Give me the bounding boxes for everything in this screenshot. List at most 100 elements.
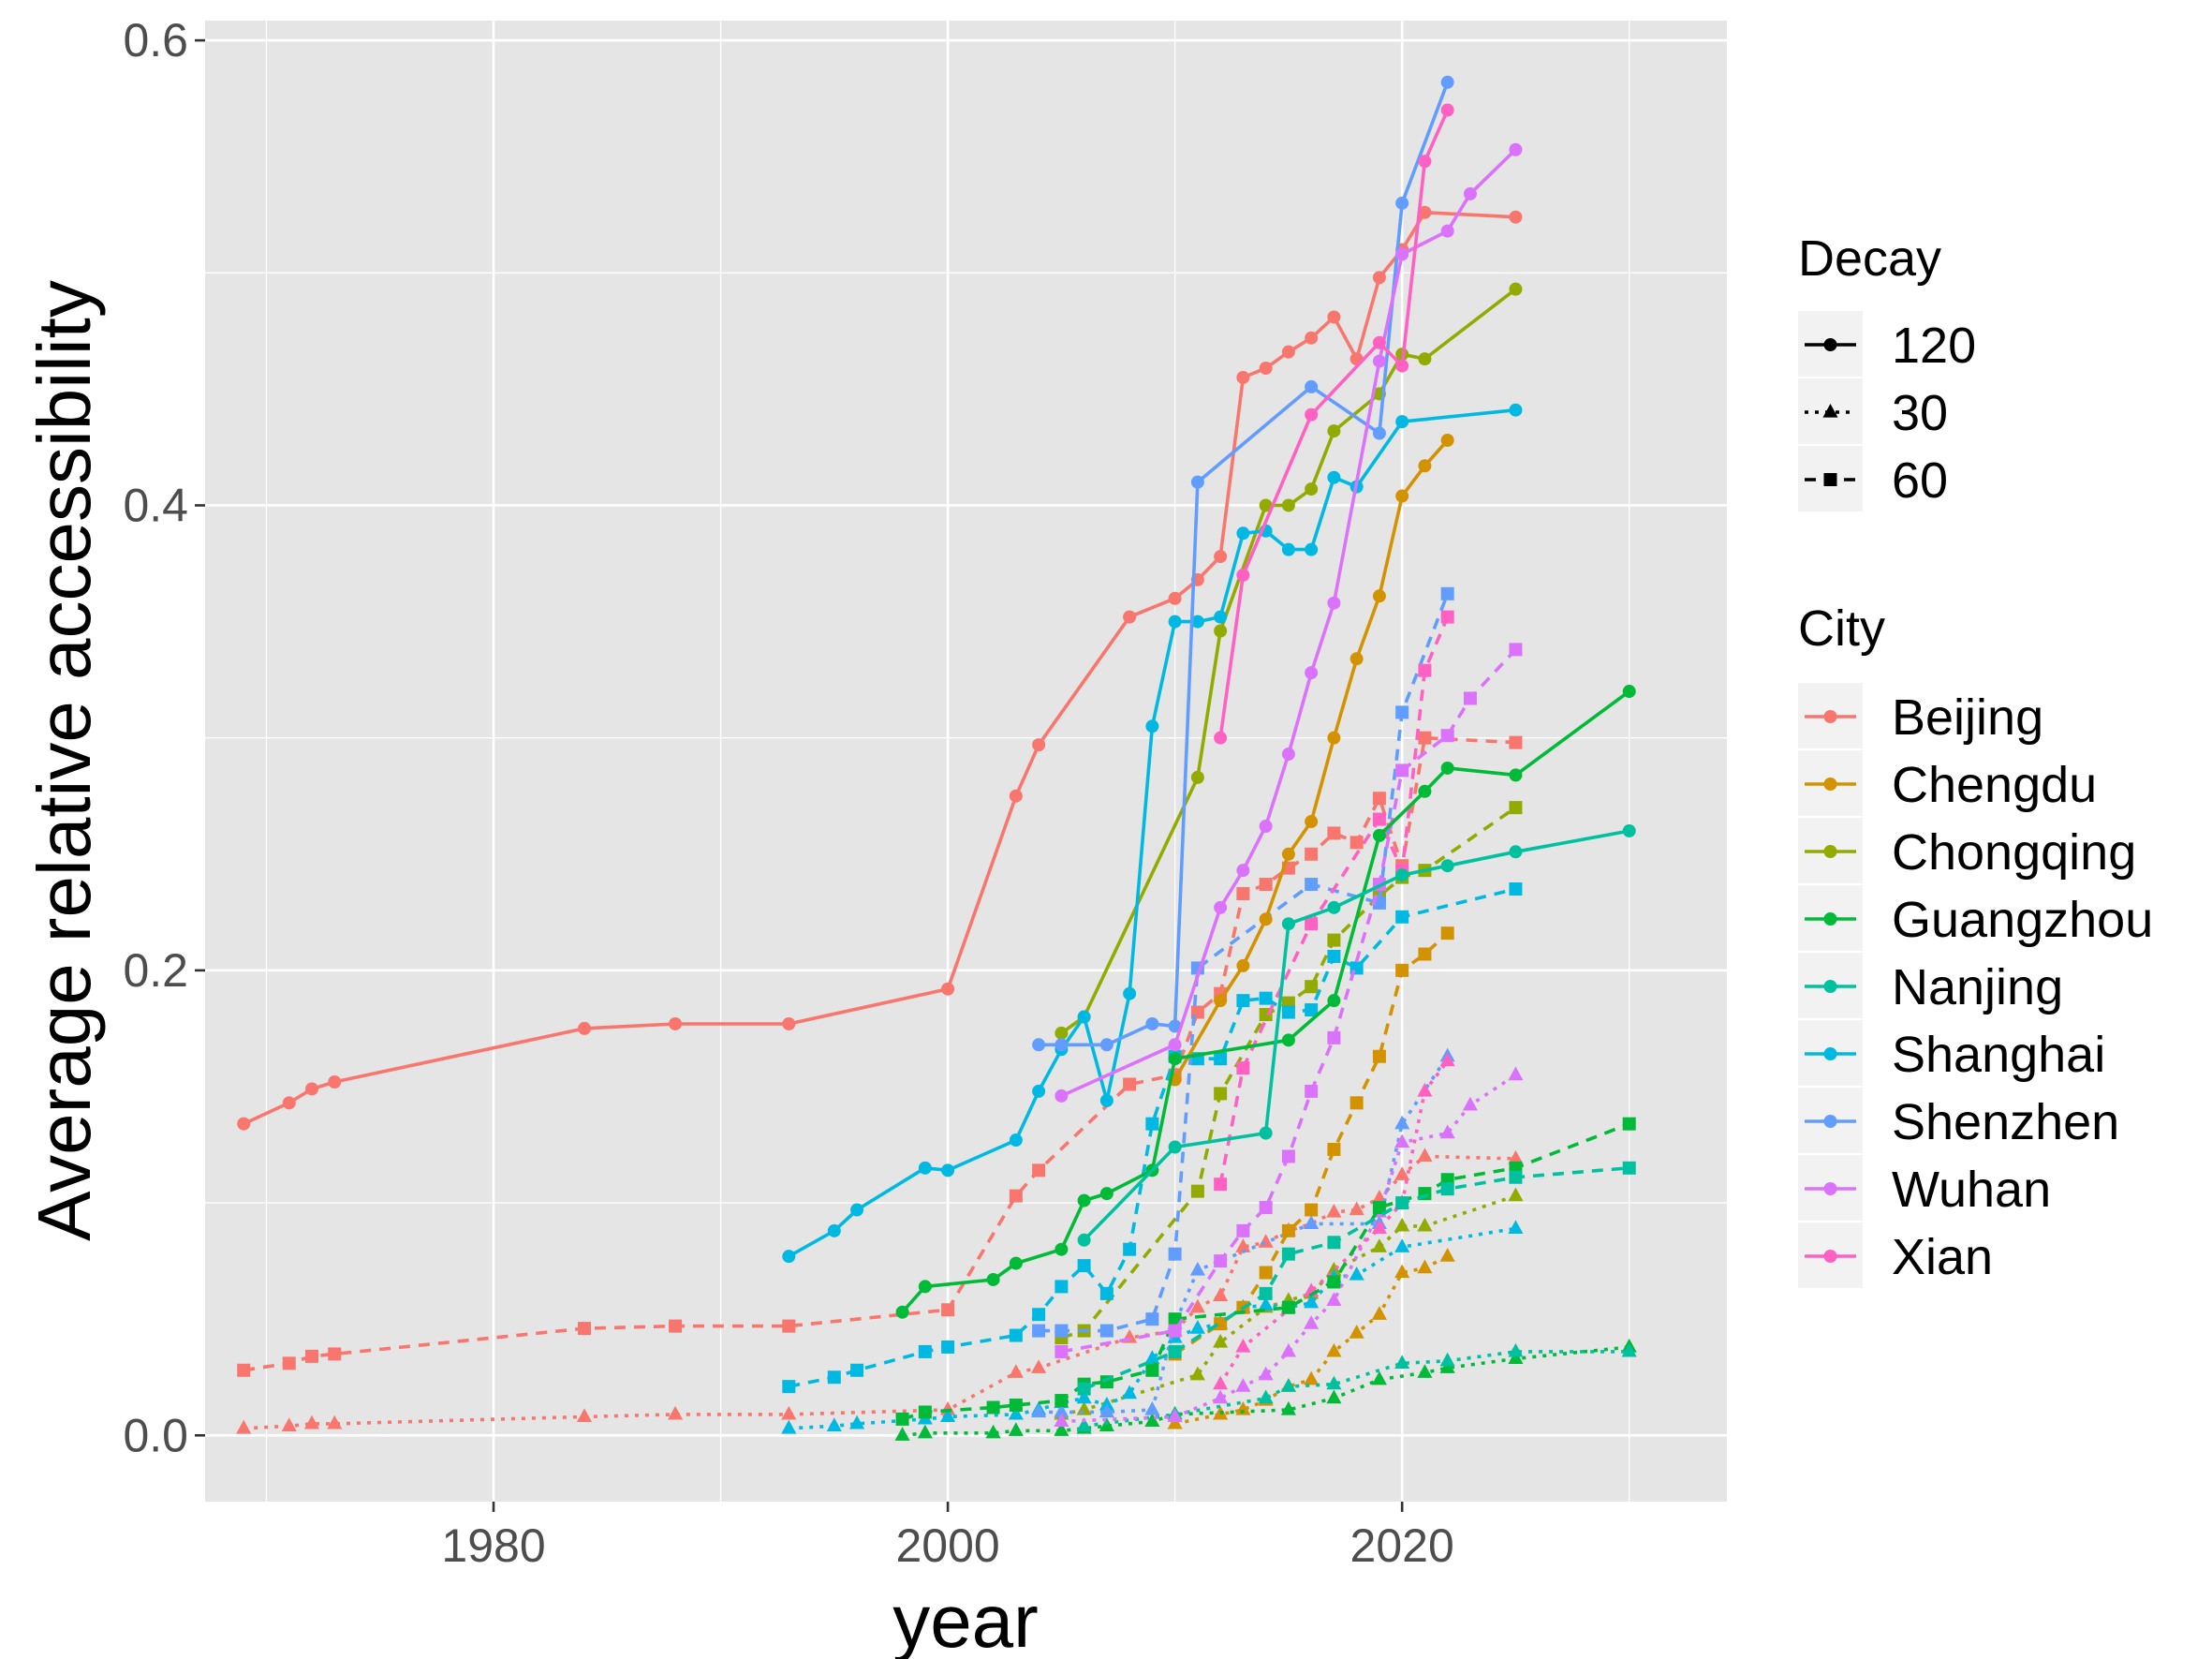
data-point — [1395, 359, 1409, 373]
data-point — [1327, 424, 1341, 438]
data-point — [1281, 1033, 1295, 1047]
data-point — [1189, 1366, 1205, 1381]
data-point — [1259, 878, 1273, 892]
data-point — [1509, 882, 1523, 896]
legend-label: Shenzhen — [1892, 1094, 2119, 1150]
data-point — [1054, 1038, 1069, 1052]
data-point — [941, 1163, 955, 1178]
data-point — [328, 1075, 342, 1089]
data-point — [1372, 828, 1386, 842]
data-point — [1305, 1084, 1319, 1098]
series-shenzhen-decay-60 — [1032, 586, 1454, 1338]
series-shenzhen-decay-120 — [1032, 75, 1454, 1052]
series-line — [243, 735, 1516, 1372]
series-wuhan-decay-120 — [1054, 142, 1523, 1103]
data-point — [1259, 498, 1273, 512]
data-point — [827, 1223, 841, 1237]
data-point — [1304, 1215, 1320, 1230]
legend-marker — [1823, 980, 1837, 993]
data-point — [1305, 1003, 1319, 1017]
data-point — [1032, 1308, 1046, 1322]
data-point — [1371, 1220, 1387, 1235]
data-point — [1395, 489, 1409, 503]
data-point — [1054, 1242, 1069, 1256]
legend-label: Nanjing — [1892, 959, 2063, 1015]
data-point — [237, 1117, 251, 1131]
legend-marker — [1823, 710, 1837, 723]
data-point — [1236, 1223, 1250, 1237]
data-point — [1418, 459, 1432, 473]
data-point — [1327, 1030, 1341, 1044]
data-point — [1168, 1038, 1182, 1052]
data-point — [1054, 1089, 1069, 1103]
data-point — [1326, 1342, 1342, 1357]
data-point — [1099, 1324, 1113, 1338]
data-point — [1326, 1375, 1342, 1390]
data-point — [1281, 542, 1295, 556]
data-point — [1032, 1324, 1046, 1338]
y-tick-label: 0.6 — [123, 14, 188, 67]
data-point — [1326, 1292, 1342, 1306]
data-point — [1304, 1370, 1320, 1385]
data-point — [1418, 155, 1432, 169]
data-point — [1394, 1264, 1410, 1279]
data-point — [1214, 1087, 1228, 1101]
data-point — [1371, 1306, 1387, 1320]
series-chengdu-decay-30 — [1167, 1248, 1455, 1429]
data-point — [1394, 1166, 1410, 1180]
data-point — [1189, 1320, 1205, 1334]
data-point — [1214, 900, 1228, 914]
data-point — [1214, 1317, 1228, 1331]
data-point — [1509, 403, 1523, 417]
data-point — [827, 1370, 841, 1385]
x-tick-label: 2020 — [1350, 1519, 1454, 1572]
data-point — [1235, 1378, 1251, 1392]
data-point — [1054, 1394, 1069, 1408]
data-point — [1440, 729, 1454, 743]
data-point — [1394, 1133, 1410, 1148]
data-point — [1463, 186, 1477, 200]
data-point — [1054, 1422, 1069, 1436]
data-point — [282, 1096, 296, 1110]
data-point — [668, 1405, 684, 1420]
data-point — [1054, 1413, 1069, 1428]
data-point — [1417, 1259, 1433, 1274]
data-point — [1327, 596, 1341, 610]
y-tick-label: 0.4 — [123, 479, 188, 531]
data-point — [1214, 994, 1228, 1008]
data-point — [1123, 1242, 1137, 1256]
data-point — [1236, 994, 1250, 1008]
data-point — [1235, 1400, 1251, 1415]
data-point — [1213, 1287, 1229, 1301]
data-point — [1417, 1364, 1433, 1378]
data-point — [1372, 589, 1386, 603]
data-point — [1305, 917, 1319, 931]
data-point — [1280, 1400, 1296, 1415]
data-point — [1440, 586, 1454, 600]
data-point — [1509, 282, 1523, 296]
y-tick-label: 0.0 — [123, 1409, 188, 1461]
legend-label: Shanghai — [1892, 1027, 2105, 1083]
legend-marker — [1823, 1047, 1837, 1060]
data-point — [850, 1203, 864, 1217]
data-point — [1440, 859, 1454, 873]
data-point — [1281, 1247, 1295, 1261]
data-point — [1054, 1026, 1069, 1040]
data-point — [1168, 1312, 1182, 1326]
data-point — [1281, 748, 1295, 762]
data-point — [1054, 1280, 1069, 1294]
legend-label: Beijing — [1892, 689, 2043, 746]
data-point — [328, 1347, 342, 1361]
data-point — [1394, 1355, 1410, 1369]
data-point — [1099, 1038, 1113, 1052]
data-point — [1395, 763, 1409, 778]
data-point — [1190, 615, 1204, 629]
data-point — [1305, 331, 1319, 345]
data-point — [1417, 1148, 1433, 1163]
data-point — [1236, 526, 1250, 541]
data-point — [1167, 1415, 1183, 1429]
legend-label: Chengdu — [1892, 757, 2097, 813]
data-point — [1418, 731, 1432, 745]
data-point — [1349, 836, 1364, 850]
legend-marker — [1823, 1182, 1837, 1195]
